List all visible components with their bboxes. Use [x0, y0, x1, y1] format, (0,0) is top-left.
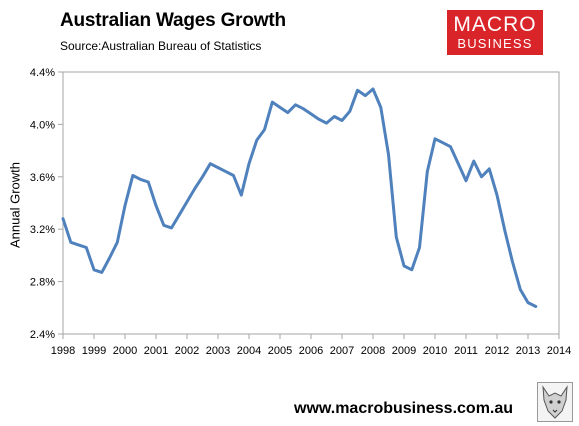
- wolf-icon: [537, 382, 573, 422]
- x-tick-label: 2014: [547, 345, 571, 357]
- y-tick-label: 3.6%: [30, 172, 55, 184]
- x-tick-label: 2005: [268, 345, 292, 357]
- x-tick-label: 2000: [113, 345, 137, 357]
- series-line-wages-growth: [61, 87, 538, 308]
- plot-area: [62, 71, 560, 335]
- y-axis-ticks: 2.4% 2.8% 3.2% 3.6% 4.0% 4.4%: [30, 67, 63, 341]
- x-tick-label: 2008: [361, 345, 385, 357]
- y-tick-label: 2.4%: [30, 329, 55, 341]
- x-tick-label: 2006: [299, 345, 323, 357]
- x-tick-label: 2001: [144, 345, 168, 357]
- x-tick-label: 1998: [51, 345, 75, 357]
- x-tick-label: 2012: [485, 345, 509, 357]
- chart-subtitle: Source:Australian Bureau of Statistics: [60, 39, 262, 53]
- x-axis-ticks: 1998 1999 2000 2001 2002 2003 2004 2005 2006 2007…: [51, 334, 571, 357]
- y-tick-label: 4.4%: [30, 67, 55, 79]
- x-tick-label: 2011: [454, 345, 478, 357]
- y-tick-label: 4.0%: [30, 119, 55, 131]
- footer-website-link[interactable]: www.macrobusiness.com.au: [294, 400, 514, 417]
- macrobusiness-logo[interactable]: MACRO BUSINESS: [447, 10, 543, 55]
- y-tick-label: 2.8%: [30, 277, 55, 289]
- x-tick-label: 2007: [330, 345, 354, 357]
- x-tick-label: 2003: [206, 345, 230, 357]
- logo-line-2: BUSINESS: [457, 36, 533, 51]
- x-tick-label: 2010: [423, 345, 447, 357]
- x-tick-label: 2009: [392, 345, 416, 357]
- x-tick-label: 2004: [237, 345, 261, 357]
- x-tick-label: 1999: [82, 345, 106, 357]
- y-tick-label: 3.2%: [30, 224, 55, 236]
- chart-title: Australian Wages Growth: [60, 10, 286, 31]
- logo-line-1: MACRO: [453, 13, 537, 36]
- x-tick-label: 2002: [175, 345, 199, 357]
- x-tick-label: 2013: [516, 345, 540, 357]
